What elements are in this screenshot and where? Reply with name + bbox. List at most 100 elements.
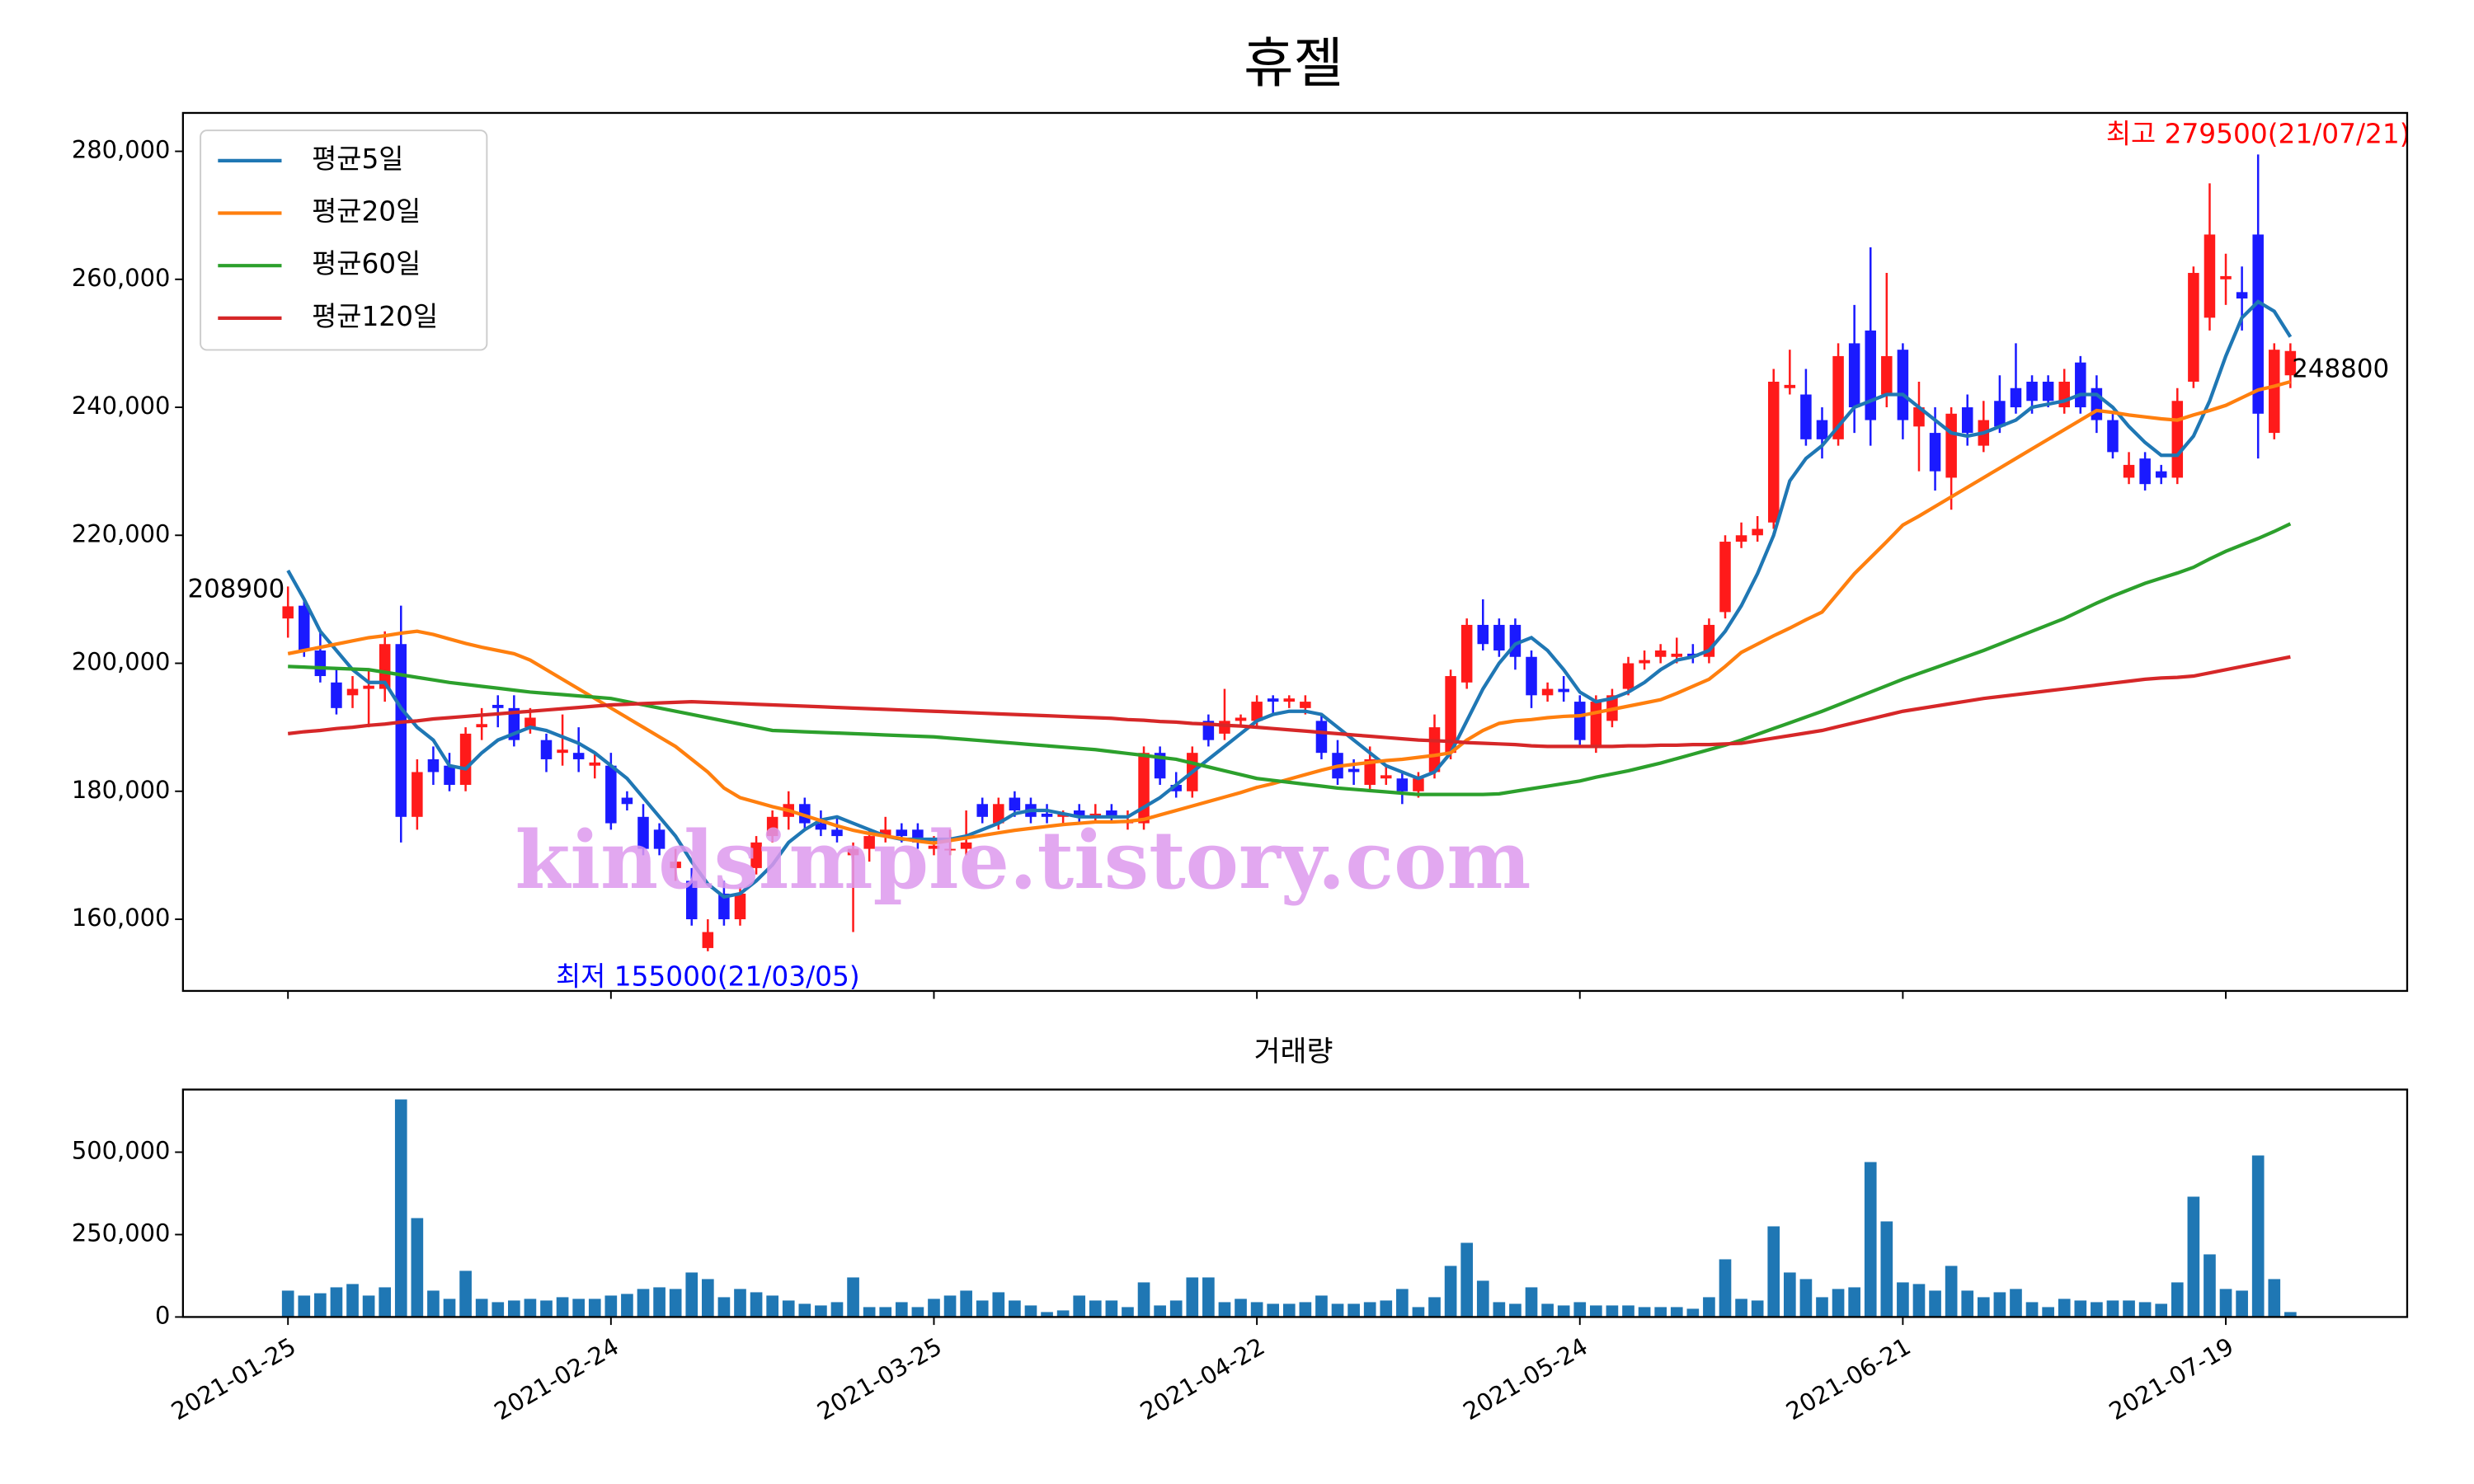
candle-body [863, 836, 875, 849]
candle-body [1300, 702, 1311, 708]
volume-bar [394, 1099, 407, 1317]
candle-body [2236, 292, 2248, 299]
volume-bar [2091, 1302, 2103, 1317]
candle-body [282, 606, 294, 619]
volume-bar [1541, 1303, 1554, 1317]
plot-frame [181, 111, 2409, 993]
volume-bar [1363, 1302, 1376, 1317]
volume-bar [830, 1302, 844, 1317]
candle-body [459, 733, 472, 785]
candle-body [1477, 624, 1489, 645]
close-label: 248800 [2292, 354, 2389, 383]
y-tick-label: 280,000 [72, 136, 171, 164]
volume-bar [992, 1292, 1005, 1317]
volume-bar [1573, 1302, 1587, 1317]
candle-body [2123, 464, 2135, 478]
volume-bar [1993, 1292, 2006, 1317]
candle-body [1219, 721, 1230, 734]
candle-body [1574, 702, 1586, 740]
candle-body [637, 816, 649, 849]
candle-body [1380, 775, 1392, 779]
candle-body [2171, 401, 2184, 478]
volume-bar [2251, 1155, 2265, 1317]
volume-bar [492, 1302, 505, 1317]
volume-bar [1945, 1266, 1958, 1317]
volume-bar [2025, 1302, 2039, 1317]
annotation: 최고 279500(21/07/21) [2106, 118, 2411, 149]
volume-bar [1202, 1277, 1215, 1317]
candle-body [2220, 275, 2232, 279]
legend-box [200, 129, 488, 351]
volume-bar [314, 1293, 327, 1317]
volume-bar [2138, 1302, 2152, 1317]
candle-body [2284, 350, 2297, 376]
candle-body [799, 804, 811, 824]
legend-label: 평균60일 [312, 248, 421, 279]
volume-bar [1267, 1303, 1280, 1317]
candle-body [1767, 381, 1780, 523]
candle-body [605, 765, 617, 824]
volume-bar [2171, 1282, 2184, 1317]
candle-body [492, 704, 504, 708]
volume-bar [782, 1300, 795, 1317]
volume-bar [1299, 1302, 1312, 1317]
volume-bar [1686, 1308, 1700, 1317]
candle-body [815, 823, 827, 830]
volume-bar [1864, 1162, 1877, 1317]
candle-body [379, 644, 391, 689]
candle-body [993, 804, 1004, 824]
volume-bar [1348, 1303, 1360, 1317]
volume-bar [1719, 1259, 1732, 1317]
candle-body [331, 682, 342, 708]
volume-bar [1009, 1300, 1021, 1317]
candle-body [2075, 362, 2086, 408]
candle-body [589, 762, 601, 766]
candle-body [524, 717, 536, 728]
candle-body [734, 893, 746, 919]
candle-body [653, 829, 666, 849]
volume-bar [1024, 1305, 1037, 1317]
candle-body [476, 724, 487, 728]
candle-body [1784, 384, 1796, 388]
volume-bar [1235, 1298, 1247, 1317]
candle-body [1816, 420, 1828, 439]
volume-title: 거래량 [1254, 1036, 1333, 1068]
volume-bar [1816, 1297, 1828, 1317]
candle-body [299, 605, 310, 650]
candle-body [1961, 407, 1973, 434]
volume-bar [621, 1294, 633, 1317]
candle-body [1897, 350, 1909, 420]
candle-body [363, 685, 374, 689]
candle-body [2026, 381, 2038, 402]
volume-bar [1154, 1305, 1166, 1317]
candle-body [718, 893, 730, 919]
volume-bar [1073, 1295, 1086, 1317]
volume-bar [1832, 1289, 1845, 1317]
candle-body [896, 829, 908, 837]
candle-body [1622, 663, 1634, 689]
volume-bar [281, 1290, 294, 1317]
candle-body [1800, 394, 1812, 439]
plot-frame [181, 1088, 2409, 1318]
volume-bar [1751, 1300, 1764, 1317]
legend-label: 평균5일 [312, 143, 403, 175]
volume-bar [1493, 1302, 1506, 1317]
candle-body [1832, 355, 1844, 439]
volume-bar [2106, 1300, 2119, 1317]
candle-body [670, 862, 681, 868]
volume-bar [1848, 1287, 1860, 1317]
y-tick-label: 0 [155, 1301, 170, 1329]
candle-body [1558, 688, 1569, 693]
volume-bar [556, 1297, 569, 1317]
y-tick-label: 250,000 [72, 1219, 171, 1247]
candle-body [1639, 660, 1650, 664]
volume-bar [943, 1295, 957, 1317]
candle-body [1267, 698, 1279, 702]
volume-bar [637, 1289, 650, 1317]
volume-bar [411, 1218, 424, 1317]
volume-bar [2236, 1290, 2248, 1317]
candle-body [1541, 688, 1554, 696]
volume-bar [524, 1298, 537, 1317]
volume-bar [1638, 1307, 1651, 1317]
